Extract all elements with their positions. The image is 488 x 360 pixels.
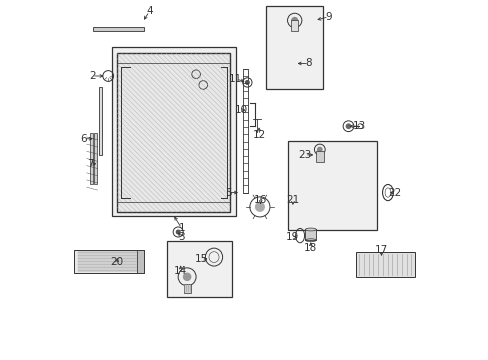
Bar — [315, 151, 324, 162]
Circle shape — [183, 273, 190, 280]
Bar — [287, 140, 376, 230]
Circle shape — [346, 124, 350, 129]
Ellipse shape — [305, 228, 316, 231]
Bar — [117, 53, 230, 212]
Circle shape — [176, 230, 180, 234]
Bar — [265, 6, 323, 89]
Bar — [290, 21, 298, 31]
Bar — [355, 252, 414, 277]
Bar — [137, 250, 144, 273]
Text: 9: 9 — [325, 12, 331, 22]
Text: 22: 22 — [387, 188, 400, 198]
Text: 6: 6 — [81, 134, 87, 144]
Text: 1: 1 — [178, 224, 184, 233]
Bar — [94, 134, 97, 184]
Text: 14: 14 — [174, 266, 187, 276]
Circle shape — [317, 147, 321, 152]
Text: 20: 20 — [110, 257, 123, 267]
Text: 4: 4 — [146, 6, 152, 17]
Bar — [112, 47, 235, 216]
Bar — [242, 69, 247, 193]
Text: 12: 12 — [252, 130, 265, 140]
Text: 19: 19 — [285, 232, 299, 242]
Text: 15: 15 — [194, 254, 208, 264]
Text: 18: 18 — [304, 243, 317, 253]
Bar — [166, 241, 231, 297]
Circle shape — [255, 203, 264, 211]
Bar — [99, 87, 102, 155]
Bar — [74, 250, 144, 273]
Text: 11: 11 — [229, 74, 242, 84]
Bar — [183, 284, 190, 293]
Bar — [305, 229, 316, 240]
Text: 2: 2 — [89, 71, 95, 81]
Text: 10: 10 — [234, 105, 247, 115]
Bar — [93, 27, 144, 31]
Text: 3: 3 — [178, 232, 184, 242]
Text: 17: 17 — [374, 245, 387, 255]
Text: 7: 7 — [87, 159, 93, 169]
Text: 16: 16 — [253, 195, 267, 205]
Text: 21: 21 — [285, 195, 299, 205]
Circle shape — [291, 18, 297, 23]
Circle shape — [245, 81, 249, 84]
Text: 23: 23 — [298, 150, 311, 160]
Text: 8: 8 — [305, 58, 312, 68]
Bar — [117, 53, 230, 212]
Text: 13: 13 — [352, 121, 365, 131]
Bar — [89, 134, 93, 184]
Text: 5: 5 — [224, 188, 231, 198]
